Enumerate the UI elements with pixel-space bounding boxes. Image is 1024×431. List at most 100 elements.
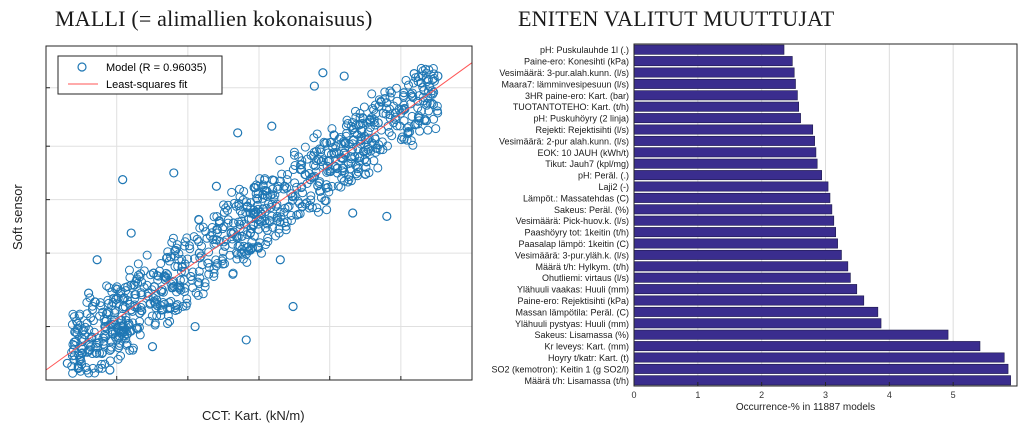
scatter-point bbox=[290, 178, 300, 188]
scatter-point bbox=[351, 160, 361, 170]
scatter-point bbox=[78, 326, 88, 336]
scatter-point bbox=[363, 135, 373, 145]
scatter-point bbox=[353, 120, 363, 130]
bar bbox=[633, 363, 1009, 374]
category-label: Paine-ero: Konesihti (kPa) bbox=[524, 57, 629, 67]
scatter-point bbox=[306, 150, 316, 160]
scatter-point bbox=[211, 181, 221, 191]
category-label: Vesimäärä: 3-pur.alah.kunn. (l/s) bbox=[499, 68, 629, 78]
scatter-point bbox=[296, 183, 306, 193]
scatter-point bbox=[246, 203, 256, 213]
bar bbox=[633, 44, 785, 55]
scatter-legend: Model (R = 0.96035) Least-squares fit bbox=[57, 55, 223, 95]
scatter-point bbox=[288, 165, 298, 175]
scatter-point bbox=[335, 132, 345, 142]
scatter-point bbox=[69, 312, 79, 322]
scatter-point bbox=[194, 237, 204, 247]
scatter-point bbox=[322, 205, 332, 215]
scatter-point bbox=[328, 143, 338, 153]
scatter-point bbox=[223, 215, 233, 225]
scatter-point bbox=[190, 321, 200, 332]
scatter-xlabel: CCT: Kart. (kN/m) bbox=[202, 408, 305, 423]
category-label: Paashöyry tot: 1keitin (t/h) bbox=[524, 228, 629, 238]
scatter-point bbox=[375, 145, 385, 155]
scatter-point bbox=[336, 139, 346, 149]
category-label: Ohutliemi: virtaus (l/s) bbox=[542, 273, 629, 283]
x-tick-label: 5 bbox=[951, 390, 956, 400]
scatter-point bbox=[403, 129, 413, 139]
scatter-point bbox=[304, 169, 314, 179]
scatter-point bbox=[272, 184, 282, 194]
scatter-point bbox=[356, 136, 366, 146]
plot-border bbox=[45, 45, 473, 381]
scatter-point bbox=[176, 285, 186, 295]
scatter-point bbox=[421, 116, 431, 126]
scatter-point bbox=[173, 282, 183, 292]
scatter-point bbox=[385, 86, 395, 96]
scatter-point bbox=[124, 265, 134, 275]
scatter-point bbox=[139, 266, 149, 276]
scatter-point bbox=[309, 147, 319, 157]
scatter-point bbox=[150, 318, 160, 328]
scatter-point bbox=[87, 332, 97, 342]
scatter-point bbox=[192, 234, 202, 244]
scatter-point bbox=[187, 275, 197, 285]
scatter-point bbox=[329, 131, 339, 141]
scatter-point bbox=[180, 241, 190, 251]
scatter-point bbox=[144, 316, 154, 326]
x-tick-label: 2 bbox=[759, 390, 764, 400]
scatter-point bbox=[147, 311, 157, 321]
scatter-point bbox=[121, 334, 131, 344]
scatter-point bbox=[160, 299, 170, 309]
category-label: Ylähuuli vaakas: Huuli (mm) bbox=[517, 285, 629, 295]
scatter-point bbox=[203, 258, 213, 268]
scatter-point bbox=[367, 89, 377, 99]
scatter-point bbox=[68, 309, 78, 319]
scatter-point bbox=[82, 347, 92, 357]
scatter-point bbox=[130, 293, 140, 303]
scatter-point bbox=[257, 193, 267, 203]
scatter-point bbox=[163, 311, 173, 321]
scatter-point bbox=[229, 198, 239, 208]
scatter-point bbox=[386, 88, 396, 98]
scatter-point bbox=[185, 244, 195, 254]
scatter-point bbox=[251, 180, 261, 190]
bar bbox=[633, 135, 815, 146]
scatter-point bbox=[406, 136, 416, 146]
bar bbox=[633, 67, 795, 78]
scatter-point bbox=[150, 297, 160, 307]
bar bbox=[633, 272, 851, 283]
category-label: EOK: 10 JAUH (kWh/t) bbox=[537, 148, 629, 158]
scatter-point bbox=[113, 354, 123, 364]
x-tick-label: 0 bbox=[631, 390, 636, 400]
scatter-point bbox=[413, 72, 423, 82]
scatter-point bbox=[269, 175, 279, 185]
scatter-point bbox=[196, 251, 206, 261]
scatter-point bbox=[292, 210, 302, 220]
scatter-point bbox=[418, 82, 428, 92]
scatter-point bbox=[135, 317, 145, 327]
scatter-point bbox=[77, 348, 87, 358]
scatter-point bbox=[174, 284, 184, 294]
scatter-point bbox=[69, 337, 79, 347]
scatter-point bbox=[194, 248, 204, 258]
scatter-point bbox=[385, 92, 395, 102]
scatter-point bbox=[416, 63, 426, 73]
category-label: pH: Peräl. (.) bbox=[578, 171, 629, 181]
scatter-point bbox=[275, 255, 285, 265]
scatter-point bbox=[355, 151, 365, 161]
scatter-point bbox=[233, 128, 243, 138]
scatter-point bbox=[348, 118, 358, 128]
scatter-point bbox=[121, 340, 131, 350]
scatter-point bbox=[339, 163, 349, 173]
scatter-point bbox=[177, 254, 187, 264]
scatter-point bbox=[79, 325, 89, 335]
scatter-point bbox=[284, 201, 294, 211]
scatter-point bbox=[172, 300, 182, 310]
scatter-point bbox=[209, 264, 219, 274]
scatter-point bbox=[221, 235, 231, 245]
scatter-point bbox=[94, 338, 104, 348]
category-label: Massan lämpötila: Peräl. (C) bbox=[515, 307, 629, 317]
scatter-point bbox=[200, 278, 210, 288]
scatter-point bbox=[376, 96, 386, 106]
